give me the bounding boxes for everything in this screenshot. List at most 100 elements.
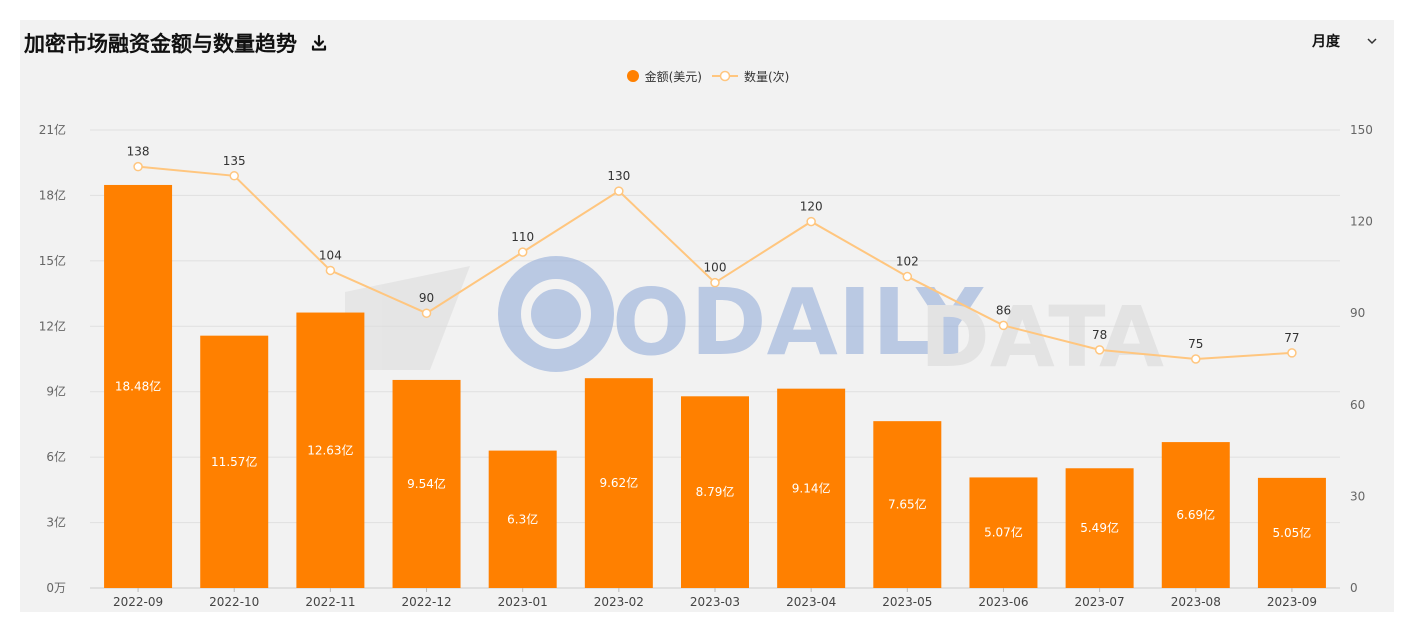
- line-data-label: 75: [1188, 337, 1203, 351]
- y-left-tick-label: 3亿: [46, 515, 66, 530]
- bar[interactable]: [200, 335, 269, 588]
- line-data-label: 90: [419, 291, 434, 305]
- bar-data-label: 6.3亿: [507, 511, 538, 526]
- watermark-shape: [345, 266, 470, 370]
- bar-data-label: 9.62亿: [599, 475, 638, 490]
- line-data-label: 77: [1284, 331, 1299, 345]
- x-tick-label: 2023-05: [882, 595, 932, 609]
- y-axis-right: 0 30 60 90 120 150: [1350, 123, 1373, 595]
- y-left-tick-label: 21亿: [39, 122, 66, 137]
- legend-label-amount: 金额(美元): [644, 69, 702, 84]
- bar[interactable]: [296, 312, 365, 588]
- period-dropdown-value: 月度: [1312, 34, 1340, 50]
- bar-data-label: 7.65亿: [888, 497, 927, 512]
- line-data-label: 78: [1092, 328, 1107, 342]
- x-tick-label: 2023-08: [1171, 595, 1221, 609]
- legend-item-amount[interactable]: 金额(美元): [626, 68, 702, 85]
- bar[interactable]: [1257, 477, 1326, 588]
- download-icon[interactable]: [309, 33, 329, 53]
- bar-data-label: 6.69亿: [1176, 507, 1215, 522]
- bar-data-label: 5.49亿: [1080, 520, 1119, 535]
- bar-series: 18.48亿 11.57亿 12.63亿 9.54亿 6.3亿 9.62亿 8.79亿 9.1…: [104, 184, 1326, 588]
- line-point[interactable]: [614, 186, 624, 196]
- line-point[interactable]: [421, 308, 432, 318]
- line-point[interactable]: [325, 265, 336, 276]
- y-left-tick-label: 0万: [46, 581, 66, 595]
- bar-data-label: 9.54亿: [407, 476, 446, 491]
- y-right-tick-label: 120: [1350, 215, 1373, 229]
- line-data-label: 86: [996, 303, 1011, 317]
- bar[interactable]: [104, 184, 173, 588]
- bar[interactable]: [873, 421, 942, 588]
- bar[interactable]: [1161, 442, 1230, 588]
- x-tick-label: 2023-07: [1075, 595, 1125, 609]
- y-right-tick-label: 30: [1350, 489, 1365, 503]
- chart-title: 加密市场融资金额与数量趋势: [24, 32, 297, 56]
- chart-header: 加密市场融资金额与数量趋势: [24, 28, 329, 58]
- bar-data-label: 5.07亿: [984, 525, 1023, 540]
- y-left-tick-label: 15亿: [39, 253, 66, 268]
- y-right-tick-label: 150: [1350, 123, 1373, 137]
- x-tick-label: 2022-11: [305, 595, 355, 609]
- chevron-down-icon: [1367, 38, 1377, 45]
- line-data-label: 138: [127, 145, 150, 159]
- line-data-label: 104: [319, 248, 342, 262]
- line-point[interactable]: [229, 171, 239, 181]
- line-point[interactable]: [998, 320, 1009, 331]
- line-data-label: 130: [607, 169, 630, 183]
- x-tick-label: 2022-10: [209, 595, 259, 609]
- bar-data-label: 18.48亿: [115, 378, 161, 393]
- y-left-tick-label: 9亿: [46, 384, 66, 399]
- line-data-label: 110: [511, 230, 534, 244]
- bar-data-label: 11.57亿: [211, 454, 257, 469]
- bar[interactable]: [392, 379, 461, 588]
- bar-data-label: 9.14亿: [792, 480, 831, 495]
- line-data-label: 135: [223, 154, 246, 168]
- bar-data-label: 12.63亿: [307, 442, 353, 457]
- line-data-label: 102: [896, 255, 919, 269]
- bar[interactable]: [584, 378, 653, 588]
- bar[interactable]: [681, 396, 749, 588]
- line-point[interactable]: [710, 277, 720, 288]
- x-tick-label: 2023-02: [594, 595, 644, 609]
- y-axis-left: 0万 3亿 6亿 9亿 12亿 15亿 18亿 21亿: [39, 122, 66, 595]
- x-tick-label: 2022-12: [401, 595, 451, 609]
- line-series: 138 135 104 90 110 130 100 120 102 86 78 75 77: [127, 145, 1300, 364]
- line-point[interactable]: [1287, 348, 1297, 358]
- bar[interactable]: [969, 477, 1038, 588]
- watermark-text: ODAILY: [612, 269, 984, 376]
- line-point[interactable]: [902, 271, 913, 282]
- line-point[interactable]: [1191, 354, 1201, 364]
- bar[interactable]: [1065, 468, 1134, 588]
- y-left-tick-label: 12亿: [39, 318, 66, 333]
- watermark-logo-circle: [498, 256, 614, 372]
- legend-item-count[interactable]: 数量(次): [712, 68, 789, 85]
- watermark: ODAILY DATA: [345, 256, 1164, 386]
- chart-legend: 金额(美元) 数量(次): [0, 66, 1416, 86]
- line-point[interactable]: [517, 247, 528, 257]
- watermark-logo-inner: [521, 279, 591, 349]
- x-tick-label: 2023-03: [690, 595, 740, 609]
- x-tick-label: 2023-01: [498, 595, 548, 609]
- bar-data-label: 5.05亿: [1273, 525, 1312, 540]
- x-tick-label: 2023-04: [786, 595, 836, 609]
- bar-data-label: 8.79亿: [696, 484, 735, 499]
- x-tick-label: 2023-06: [978, 595, 1028, 609]
- line-point[interactable]: [1094, 345, 1105, 355]
- bar[interactable]: [777, 388, 846, 588]
- y-right-tick-label: 90: [1350, 306, 1365, 320]
- legend-swatch-amount: [626, 70, 639, 82]
- y-left-tick-label: 6亿: [46, 449, 66, 464]
- x-axis: 2022-09 2022-10 2022-11 2022-12 2023-01 2023-…: [113, 588, 1317, 609]
- bar[interactable]: [488, 450, 557, 588]
- legend-label-count: 数量(次): [744, 69, 790, 84]
- period-dropdown[interactable]: 月度: [1296, 26, 1392, 56]
- y-right-tick-label: 0: [1350, 581, 1358, 595]
- line-data-label: 120: [800, 200, 823, 214]
- line-point[interactable]: [806, 216, 816, 227]
- x-tick-label: 2023-09: [1267, 595, 1317, 609]
- line-point[interactable]: [133, 161, 143, 172]
- legend-swatch-count: [712, 70, 738, 82]
- y-left-tick-label: 18亿: [39, 187, 66, 202]
